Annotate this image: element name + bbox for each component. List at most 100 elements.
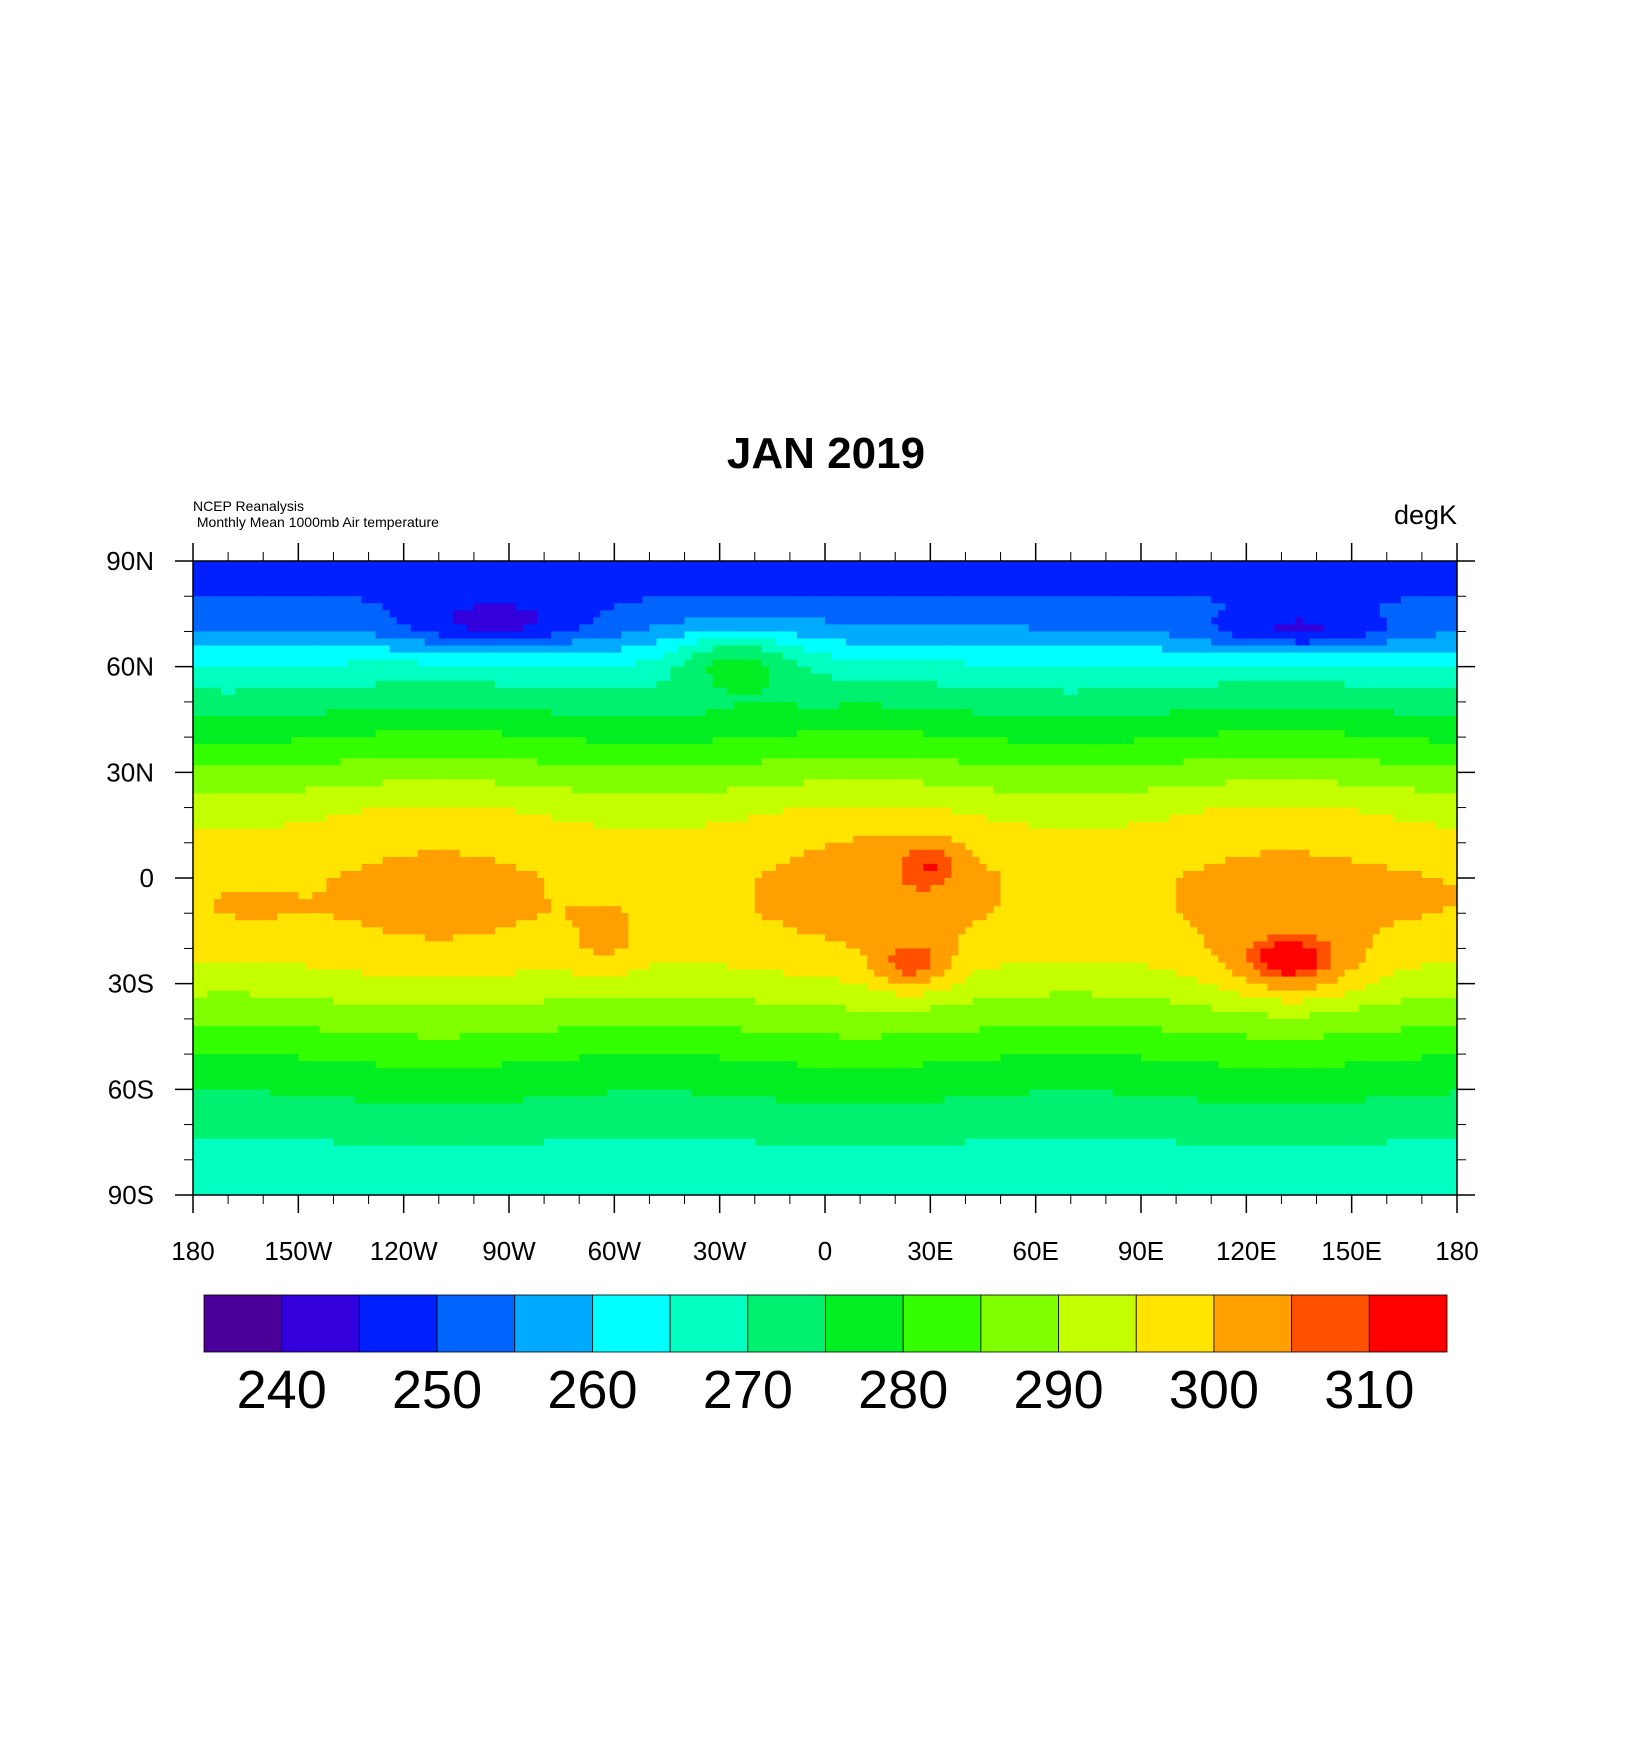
field-cell [1070, 652, 1079, 661]
field-cell [1330, 603, 1339, 611]
field-cell [256, 666, 264, 675]
field-cell [1246, 694, 1254, 703]
field-cell [986, 744, 995, 752]
field-cell [509, 694, 517, 703]
field-cell [1267, 708, 1276, 717]
field-cell [1197, 624, 1205, 633]
field-cell [1330, 624, 1339, 633]
field-cell [1302, 737, 1311, 745]
field-cell [1316, 617, 1325, 625]
field-cell [881, 680, 889, 689]
field-cell [888, 617, 896, 625]
field-cell [417, 751, 426, 759]
field-cell [1119, 673, 1128, 682]
field-cell [1316, 701, 1325, 710]
field-cell [930, 610, 938, 618]
field-cell [558, 603, 566, 611]
field-cell [796, 723, 805, 731]
field-cell [1218, 666, 1226, 675]
field-cell [1063, 723, 1072, 731]
field-cell [193, 687, 201, 696]
field-cell [649, 694, 658, 703]
field-cell [846, 617, 854, 625]
field-cell [1133, 575, 1142, 583]
field-cell [1281, 589, 1290, 597]
field-cell [846, 680, 854, 689]
field-cell [663, 582, 672, 590]
field-cell [832, 708, 840, 717]
field-cell [1407, 715, 1416, 724]
field-cell [691, 589, 700, 597]
field-cell [726, 645, 735, 654]
field-cell [1014, 737, 1023, 745]
field-cell [1386, 624, 1395, 633]
field-cell [860, 596, 868, 604]
field-cell [747, 730, 756, 738]
field-cell [1400, 715, 1409, 724]
field-cell [537, 687, 545, 696]
field-cell [1211, 659, 1219, 668]
field-cell [817, 744, 826, 752]
field-cell [396, 744, 405, 752]
field-cell [923, 687, 931, 696]
field-cell [614, 737, 622, 745]
field-cell [782, 715, 791, 724]
field-cell [916, 610, 924, 618]
field-cell [937, 617, 945, 625]
field-cell [1239, 659, 1247, 668]
field-cell [965, 596, 974, 604]
field-cell [1274, 589, 1283, 597]
field-cell [361, 582, 370, 590]
field-cell [628, 638, 636, 647]
field-cell [1288, 610, 1297, 618]
field-cell [635, 610, 644, 618]
field-cell [747, 694, 756, 703]
field-cell [747, 751, 756, 759]
field-cell [1372, 694, 1381, 703]
field-cell [501, 659, 510, 668]
field-cell [256, 589, 264, 597]
field-cell [544, 701, 552, 710]
field-cell [509, 652, 517, 661]
field-cell [740, 694, 749, 703]
field-cell [867, 624, 875, 633]
field-cell [480, 575, 489, 583]
field-cell [1295, 659, 1304, 668]
field-cell [1190, 680, 1198, 689]
field-cell [1112, 603, 1121, 611]
field-cell [1000, 652, 1009, 661]
field-cell [1442, 624, 1451, 633]
field-cell [881, 582, 889, 590]
field-cell [860, 701, 868, 710]
field-cell [747, 652, 756, 661]
field-cell [747, 561, 756, 569]
field-cell [284, 701, 292, 710]
field-cell [747, 568, 756, 576]
field-cell [614, 561, 622, 569]
field-cell [375, 723, 384, 731]
field-cell [579, 603, 587, 611]
field-cell [558, 751, 566, 759]
field-cell [817, 596, 826, 604]
field-cell [284, 737, 292, 745]
field-cell [221, 680, 229, 689]
field-cell [1288, 589, 1297, 597]
field-cell [424, 659, 433, 668]
field-cell [256, 582, 264, 590]
field-cell [1428, 589, 1437, 597]
field-cell [221, 744, 229, 752]
field-cell [1400, 701, 1409, 710]
field-cell [494, 680, 503, 689]
field-cell [1309, 723, 1318, 731]
field-cell [1197, 645, 1205, 654]
field-cell [221, 617, 229, 625]
field-cell [1407, 708, 1416, 717]
field-cell [937, 638, 945, 647]
field-cell [565, 715, 573, 724]
field-cell [1260, 730, 1268, 738]
field-cell [1197, 744, 1205, 752]
field-cell [691, 701, 700, 710]
field-cell [249, 652, 257, 661]
field-cell [333, 744, 342, 752]
field-cell [494, 723, 503, 731]
